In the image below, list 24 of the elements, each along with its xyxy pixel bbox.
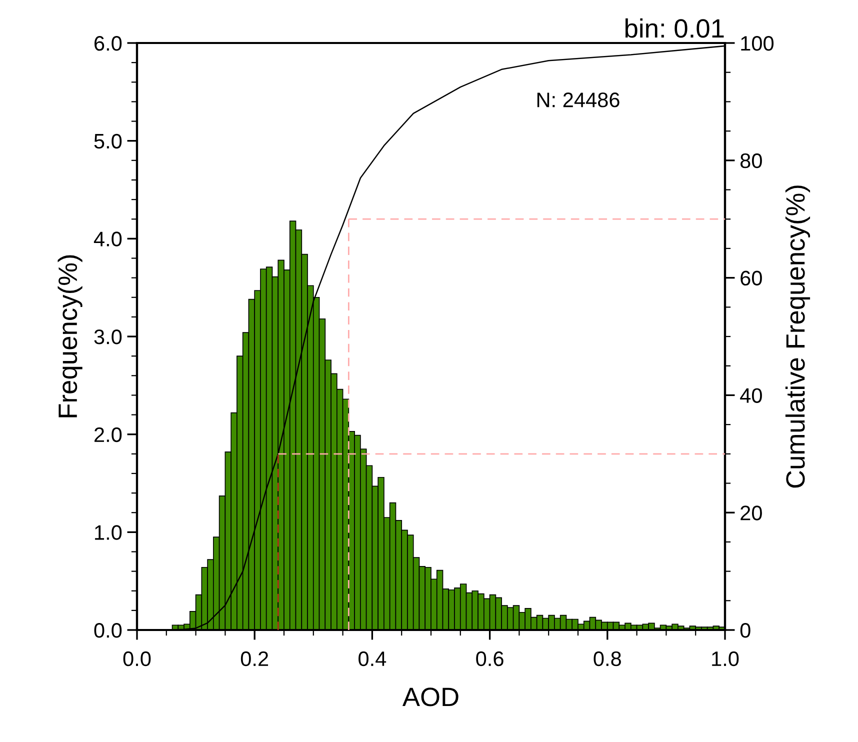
y-tick-label: 0.0	[94, 623, 122, 638]
y-tick-label: 4.0	[94, 232, 122, 246]
chart-title: bin: 0.01	[625, 18, 724, 38]
y-tick-label: 5.0	[94, 134, 122, 149]
y-tick-label: 3.0	[94, 330, 122, 344]
y2-axis-title: Cumulative Frequency(%)	[785, 186, 810, 488]
x-axis-title: AOD	[402, 688, 458, 706]
y-tick-label: 6.0	[94, 36, 122, 51]
x-tick-label: 1.0	[712, 651, 739, 666]
y2-tick-label: 100	[741, 36, 774, 51]
y-axis-title: Frequency(%)	[58, 255, 82, 418]
x-tick-label: 0.0	[123, 651, 151, 666]
y2-tick-label: 0	[740, 623, 750, 638]
annotation: N: 24486	[537, 92, 620, 108]
x-tick-label: 0.8	[594, 651, 621, 666]
y2-tick-label: 40	[740, 388, 762, 403]
y-tick-label: 2.0	[94, 427, 122, 442]
x-tick-label: 0.2	[240, 651, 268, 666]
y2-tick-label: 20	[740, 506, 762, 520]
y2-tick-label: 80	[740, 153, 762, 168]
x-tick-label: 0.6	[476, 651, 504, 666]
x-tick-label: 0.4	[358, 651, 386, 666]
y-tick-label: 1.0	[95, 525, 122, 540]
y2-tick-label: 60	[740, 270, 762, 286]
